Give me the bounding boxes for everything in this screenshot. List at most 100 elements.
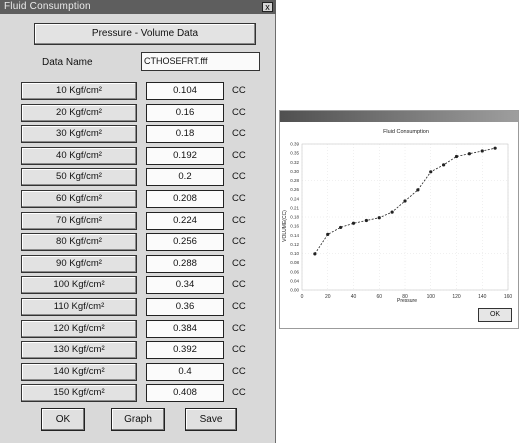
unit-label: CC [232,190,246,208]
unit-label: CC [232,168,246,186]
dialog-titlebar[interactable]: Fluid Consumption x [0,0,276,14]
y-tick-label: 0.14 [290,233,299,238]
y-tick-label: 0.12 [290,242,299,247]
y-axis-label: VOLUME(CC) [282,210,288,242]
pressure-button[interactable]: 30 Kgf/cm² [21,125,137,143]
data-point [416,188,419,191]
data-point [365,219,368,222]
chart-title: Fluid Consumption [383,129,429,135]
unit-label: CC [232,104,246,122]
unit-label: CC [232,125,246,143]
pressure-button[interactable]: 150 Kgf/cm² [21,384,137,402]
pressure-button[interactable]: 140 Kgf/cm² [21,363,137,381]
y-tick-label: 0.10 [290,251,299,256]
y-tick-label: 0.32 [290,160,299,165]
data-point [339,226,342,229]
data-point [391,211,394,214]
x-tick-label: 40 [351,294,357,300]
pressure-button[interactable]: 10 Kgf/cm² [21,82,137,100]
volume-field[interactable]: 0.36 [146,298,224,316]
pressure-volume-dialog: Fluid Consumption x Pressure - Volume Da… [0,0,276,443]
data-point [494,147,497,150]
header-button[interactable]: Pressure - Volume Data [34,23,256,45]
volume-field[interactable]: 0.208 [146,190,224,208]
close-icon[interactable]: x [262,2,273,12]
data-point [378,216,381,219]
pressure-button[interactable]: 60 Kgf/cm² [21,190,137,208]
unit-label: CC [232,276,246,294]
pressure-button[interactable]: 50 Kgf/cm² [21,168,137,186]
volume-field[interactable]: 0.392 [146,341,224,359]
data-point [352,222,355,225]
y-tick-label: 0.39 [290,142,299,147]
y-tick-label: 0.21 [290,205,299,210]
x-tick-label: 100 [427,294,436,300]
pressure-button[interactable]: 130 Kgf/cm² [21,341,137,359]
x-tick-label: 120 [452,294,461,300]
data-point [313,252,316,255]
unit-label: CC [232,233,246,251]
pressure-button[interactable]: 70 Kgf/cm² [21,212,137,230]
volume-field[interactable]: 0.34 [146,276,224,294]
x-tick-label: 20 [325,294,331,300]
y-tick-label: 0.24 [290,196,299,201]
y-tick-label: 0.30 [290,169,299,174]
unit-label: CC [232,384,246,402]
data-point [429,170,432,173]
unit-label: CC [232,341,246,359]
data-point [442,163,445,166]
unit-label: CC [232,320,246,338]
y-tick-label: 0.35 [290,151,299,156]
graph-titlebar[interactable] [280,111,518,122]
data-point [326,233,329,236]
y-tick-label: 0.06 [290,269,299,274]
volume-field[interactable]: 0.288 [146,255,224,273]
volume-field[interactable]: 0.4 [146,363,224,381]
x-tick-label: 60 [376,294,382,300]
pressure-button[interactable]: 80 Kgf/cm² [21,233,137,251]
volume-field[interactable]: 0.384 [146,320,224,338]
volume-field[interactable]: 0.18 [146,125,224,143]
data-point [403,199,406,202]
save-button[interactable]: Save [185,408,237,431]
data-name-field[interactable]: CTHOSEFRT.fff [141,52,260,71]
unit-label: CC [232,212,246,230]
volume-field[interactable]: 0.104 [146,82,224,100]
data-name-label: Data Name [42,57,93,68]
volume-field[interactable]: 0.256 [146,233,224,251]
unit-label: CC [232,363,246,381]
pressure-button[interactable]: 100 Kgf/cm² [21,276,137,294]
unit-label: CC [232,255,246,273]
pressure-button[interactable]: 120 Kgf/cm² [21,320,137,338]
y-tick-label: 0.00 [290,288,299,293]
pressure-button[interactable]: 20 Kgf/cm² [21,104,137,122]
unit-label: CC [232,147,246,165]
pressure-button[interactable]: 90 Kgf/cm² [21,255,137,273]
volume-field[interactable]: 0.408 [146,384,224,402]
graph-button[interactable]: Graph [111,408,165,431]
ok-button[interactable]: OK [41,408,85,431]
y-tick-label: 0.04 [290,278,299,283]
volume-field[interactable]: 0.2 [146,168,224,186]
y-tick-label: 0.28 [290,178,299,183]
fluid-consumption-chart: Fluid Consumption VOLUME(CC) Pressure 02… [280,122,518,307]
unit-label: CC [232,298,246,316]
volume-field[interactable]: 0.192 [146,147,224,165]
x-tick-label: 0 [301,294,304,300]
x-tick-label: 80 [402,294,408,300]
y-tick-label: 0.08 [290,260,299,265]
pressure-button[interactable]: 40 Kgf/cm² [21,147,137,165]
data-point [481,149,484,152]
graph-ok-button[interactable]: OK [478,308,512,322]
y-tick-label: 0.26 [290,187,299,192]
data-point [468,152,471,155]
volume-field[interactable]: 0.16 [146,104,224,122]
unit-label: CC [232,82,246,100]
y-tick-label: 0.18 [290,215,299,220]
pressure-button[interactable]: 110 Kgf/cm² [21,298,137,316]
volume-field[interactable]: 0.224 [146,212,224,230]
graph-dialog: Fluid Consumption VOLUME(CC) Pressure 0 2… [279,110,519,329]
y-tick-label: 0.16 [290,224,299,229]
data-point [455,155,458,158]
x-tick-label: 160 [504,294,513,300]
